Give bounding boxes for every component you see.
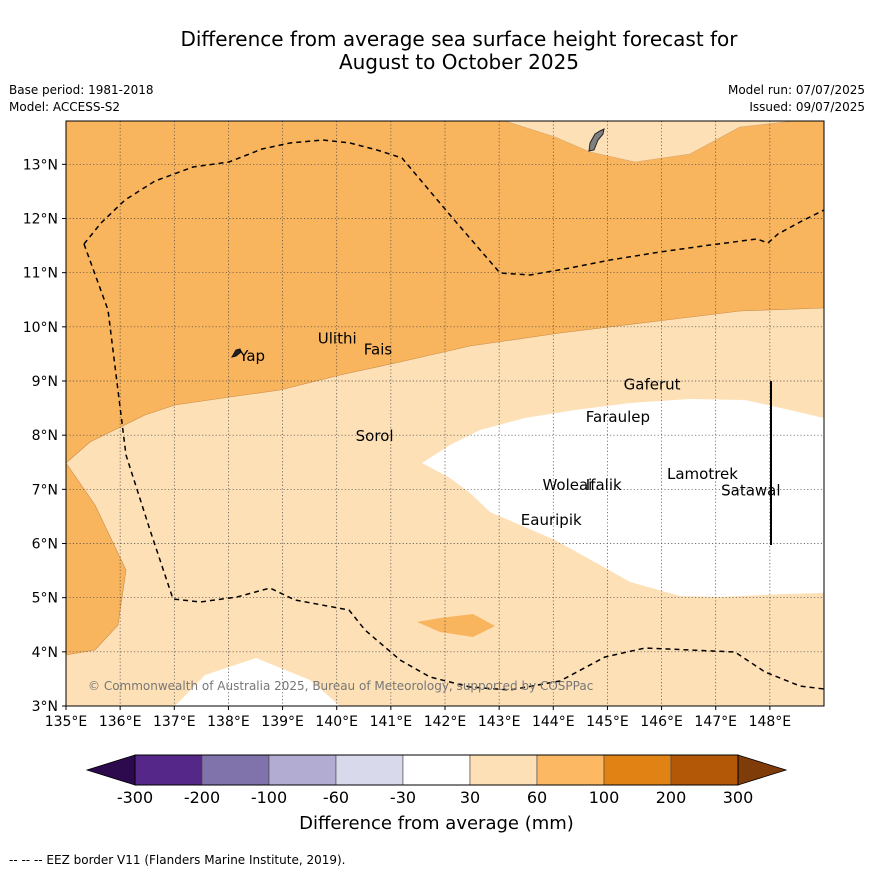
y-axis: 3°N 4°N 5°N 6°N 7°N 8°N 9°N 10°N 11°N 12°N 13°N	[23, 157, 66, 715]
x-tick-label: 137°E	[153, 714, 196, 730]
place-label: Eauripik	[521, 511, 582, 529]
issued-date: Issued: 09/07/2025	[749, 100, 865, 114]
colorbar-segment	[335, 754, 404, 786]
colorbar-tick-label: 100	[589, 788, 620, 807]
x-axis: 135°E 136°E 137°E 138°E 139°E 140°E 141°E 142°E…	[45, 706, 791, 730]
y-tick-label: 5°N	[32, 591, 58, 607]
y-tick-label: 8°N	[32, 428, 58, 444]
base-period: Base period: 1981-2018	[9, 83, 154, 97]
colorbar-tick-label: -200	[184, 788, 220, 807]
y-tick-label: 10°N	[23, 320, 58, 336]
y-tick-label: 4°N	[32, 645, 58, 661]
yap-island-icon	[230, 348, 242, 358]
x-tick-label: 140°E	[315, 714, 358, 730]
x-tick-label: 144°E	[532, 714, 575, 730]
region-30-60-north	[505, 121, 824, 162]
x-tick-label: 145°E	[586, 714, 629, 730]
model-name: Model: ACCESS-S2	[9, 100, 121, 114]
x-tick-label: 136°E	[99, 714, 142, 730]
model-run: Model run: 07/07/2025	[727, 83, 865, 97]
colorbar-tick-label: -30	[390, 788, 416, 807]
colorbar: -300 -200 -100 -60 -30 30 60 100 200 300	[85, 754, 788, 807]
colorbar-tick-label: 30	[460, 788, 480, 807]
place-label: Yap	[238, 347, 265, 365]
y-tick-label: 9°N	[32, 374, 58, 390]
graticule	[66, 121, 824, 706]
colorbar-label: Difference from average (mm)	[299, 813, 574, 834]
place-label: Faraulep	[586, 408, 650, 426]
eez-border	[83, 139, 824, 691]
x-tick-label: 141°E	[370, 714, 413, 730]
colorbar-segment	[670, 754, 739, 786]
region-60-100-patch	[417, 614, 495, 637]
region-minus30-30	[422, 399, 824, 597]
place-label: Fais	[364, 341, 393, 359]
colorbar-segment	[134, 754, 203, 786]
colorbar-extend-low	[85, 754, 136, 786]
place-label: Ulithi	[318, 330, 357, 348]
colorbar-tick-label: -100	[251, 788, 287, 807]
footnote: -- -- -- EEZ border V11 (Flanders Marine…	[9, 853, 346, 867]
x-tick-label: 146°E	[640, 714, 683, 730]
colorbar-tick-label: 200	[656, 788, 687, 807]
x-tick-label: 148°E	[749, 714, 792, 730]
place-label: Woleai	[542, 476, 592, 494]
colorbar-frame	[134, 754, 739, 786]
x-tick-label: 147°E	[694, 714, 737, 730]
copyright-text: © Commonwealth of Australia 2025, Bureau…	[88, 679, 593, 693]
colorbar-segment	[603, 754, 672, 786]
y-tick-label: 12°N	[23, 212, 58, 228]
y-tick-label: 11°N	[23, 266, 58, 282]
place-label: Sorol	[356, 427, 394, 445]
colorbar-tick-label: -60	[323, 788, 349, 807]
colorbar-segment	[469, 754, 538, 786]
colorbar-tick-label: 300	[723, 788, 754, 807]
title-line-2: August to October 2025	[338, 50, 580, 74]
colorbar-extend-high	[737, 754, 788, 786]
map-field: Yap Ulithi Fais Sorol Gaferut Faraulep Lamotre…	[66, 121, 824, 706]
x-tick-label: 143°E	[478, 714, 521, 730]
place-label: Lamotrek	[667, 465, 738, 483]
colorbar-tick-label: -300	[117, 788, 153, 807]
colorbar-segment	[268, 754, 337, 786]
y-tick-label: 3°N	[32, 699, 58, 715]
place-label: Gaferut	[624, 376, 681, 394]
x-tick-label: 138°E	[207, 714, 250, 730]
place-labels: Yap Ulithi Fais Sorol Gaferut Faraulep Lamotre…	[238, 330, 780, 529]
x-tick-label: 142°E	[424, 714, 467, 730]
y-tick-label: 13°N	[23, 157, 58, 173]
place-label: Ifalik	[586, 476, 622, 494]
colorbar-segment	[402, 754, 471, 786]
y-tick-label: 6°N	[32, 537, 58, 553]
place-label: Satawal	[721, 481, 780, 499]
x-tick-label: 139°E	[261, 714, 304, 730]
meta-right: Model run: 07/07/2025 Issued: 09/07/2025	[728, 82, 865, 116]
meta-left: Base period: 1981-2018 Model: ACCESS-S2	[9, 82, 154, 116]
guam-island-icon	[588, 128, 605, 152]
colorbar-segment	[536, 754, 605, 786]
chart-title: Difference from average sea surface heig…	[0, 28, 873, 74]
region-minus30-30-south	[175, 658, 340, 706]
title-line-1: Difference from average sea surface heig…	[180, 27, 738, 51]
colorbar-segment	[201, 754, 270, 786]
colorbar-tick-label: 60	[527, 788, 547, 807]
y-tick-label: 7°N	[32, 482, 58, 498]
x-tick-label: 135°E	[45, 714, 88, 730]
